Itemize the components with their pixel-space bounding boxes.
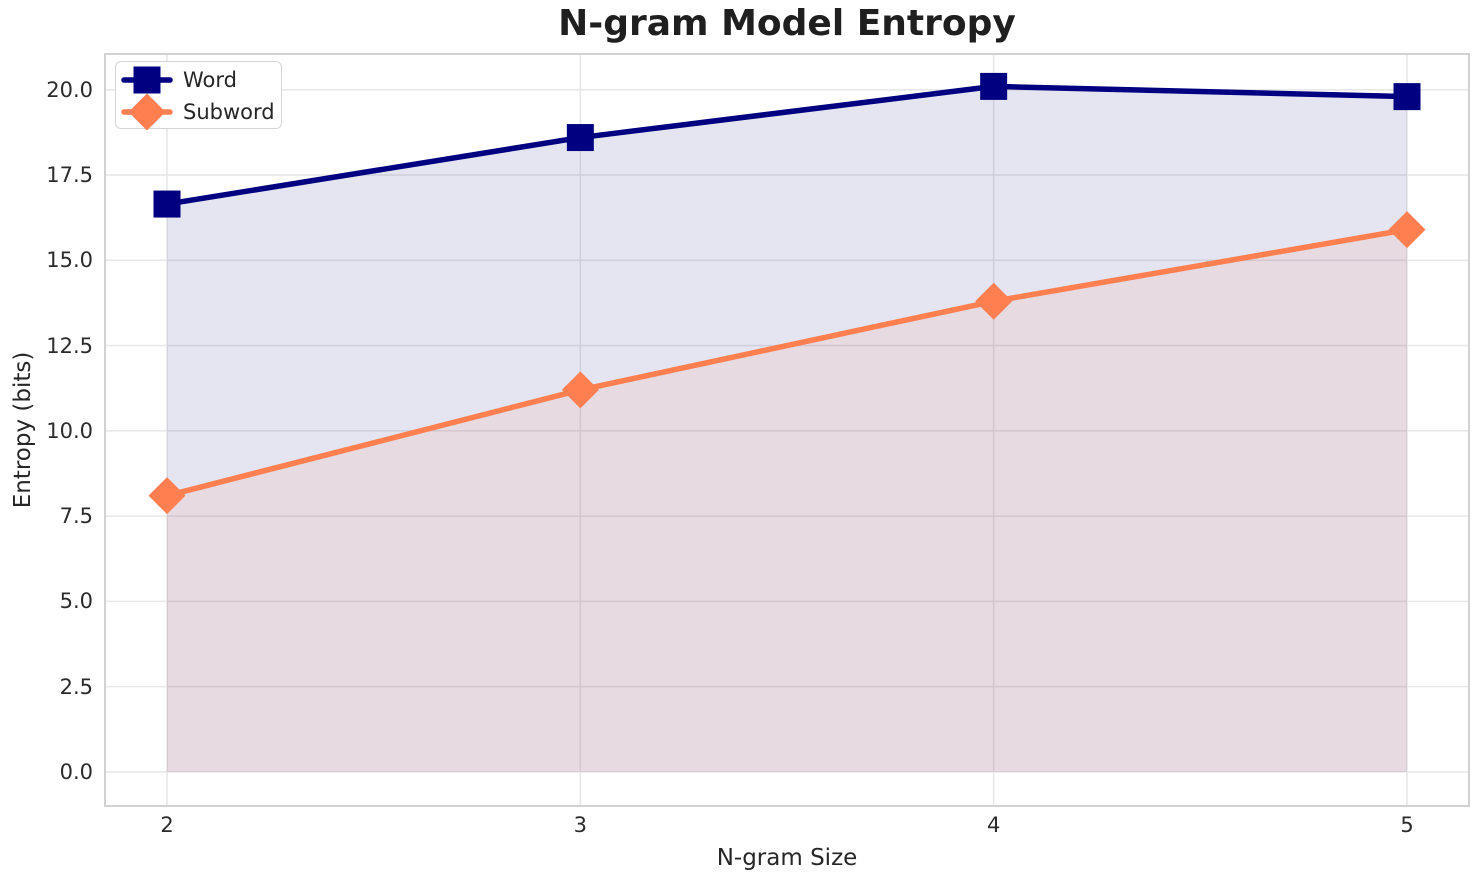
square-marker [133,66,161,94]
legend-item-word: Word [121,64,275,96]
diamond-marker [561,371,599,409]
y-tick-label: 15.0 [46,248,93,273]
diamond-marker [148,477,186,515]
square-marker-icon [121,66,173,94]
square-marker [566,124,594,152]
diamond-marker [975,282,1013,320]
diamond-marker-icon [121,93,173,131]
square-marker [980,72,1008,100]
chart-title: N-gram Model Entropy [558,3,1016,44]
legend: Word Subword [115,61,282,131]
y-axis-label: Entropy (bits) [10,351,36,509]
legend-item-subword: Subword [121,93,275,131]
x-tick-label: 2 [160,813,174,837]
diamond-marker [128,93,166,131]
y-tick-label: 17.5 [46,163,93,188]
x-axis-label: N-gram Size [716,845,858,871]
square-marker [153,190,181,218]
area-fill-word [167,86,1407,772]
y-tick-label: 2.5 [59,674,93,699]
y-tick-label: 10.0 [46,418,93,443]
x-tick-label: 5 [1400,813,1414,837]
y-tick-label: 5.0 [59,589,93,614]
y-tick-label: 0.0 [59,759,93,784]
diamond-marker [1388,211,1426,249]
y-tick-label: 7.5 [59,504,93,529]
y-tick-label: 20.0 [46,77,93,102]
plot-border [104,53,1470,807]
legend-label: Subword [183,100,275,124]
series-line-word [164,83,1410,207]
series-line-subword [164,226,1410,499]
area-fill-subword [167,229,1407,772]
x-tick-label: 3 [573,813,588,837]
square-marker [1393,83,1421,111]
legend-label: Word [183,68,237,92]
y-tick-label: 12.5 [46,333,93,358]
x-tick-label: 4 [986,813,1001,837]
